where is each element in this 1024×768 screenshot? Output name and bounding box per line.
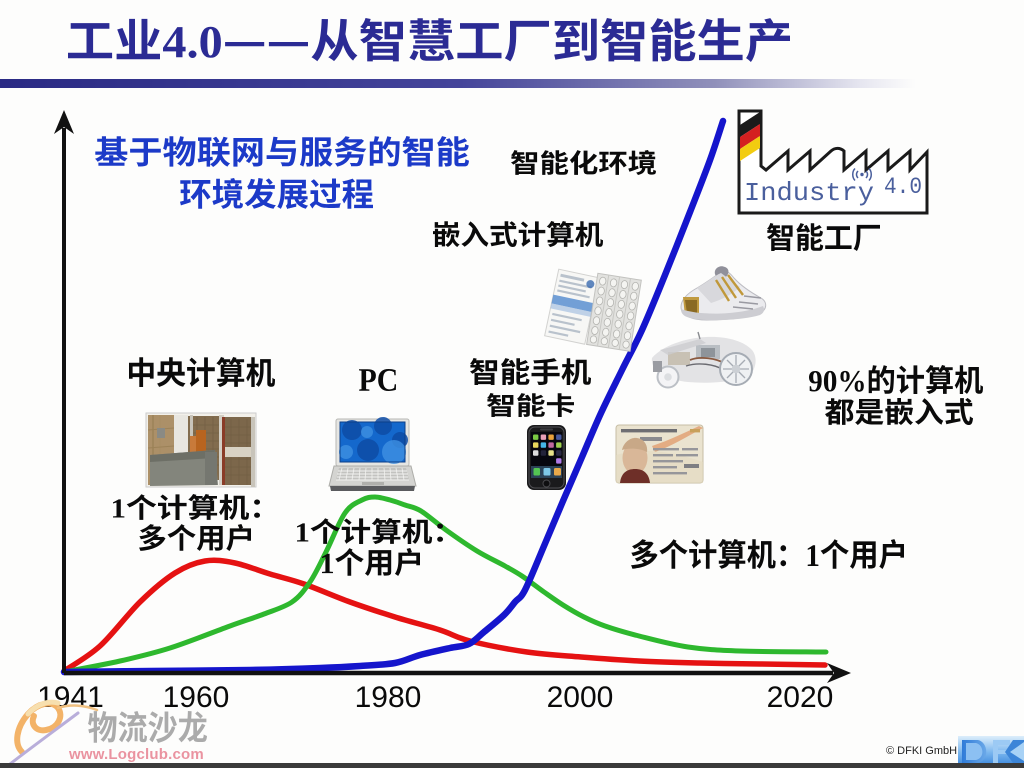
svg-text:Industry: Industry <box>744 178 874 208</box>
svg-text:2000: 2000 <box>547 681 614 714</box>
svg-text:1960: 1960 <box>163 681 230 714</box>
svg-text:4.0: 4.0 <box>884 174 922 200</box>
svg-text:www.Logclub.com: www.Logclub.com <box>68 746 204 763</box>
svg-text:2020: 2020 <box>767 681 834 714</box>
svg-text:1980: 1980 <box>355 681 422 714</box>
svg-text:© DFKI GmbH: © DFKI GmbH <box>886 745 957 757</box>
